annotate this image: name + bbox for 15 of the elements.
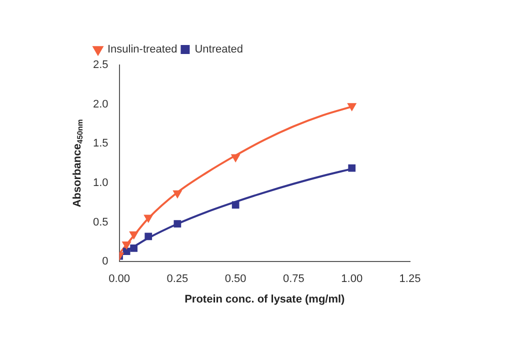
legend-label: Untreated xyxy=(194,44,244,56)
y-tick-label: 0.5 xyxy=(92,216,108,228)
legend-label: Insulin-treated xyxy=(108,44,178,56)
y-tick-label: 0 xyxy=(102,256,108,268)
x-tick-label: 1.00 xyxy=(341,273,363,286)
x-tick-label: 0.00 xyxy=(108,273,130,286)
x-tick-label: 1.25 xyxy=(399,273,421,286)
y-tick-label: 2.0 xyxy=(92,98,108,110)
x-axis-title: Protein conc. of lysate (mg/ml) xyxy=(184,293,346,306)
y-tick-label: 1.0 xyxy=(92,176,108,189)
y-tick-label: 2.5 xyxy=(92,59,108,72)
x-tick-label: 0.50 xyxy=(224,273,246,286)
x-tick-label: 0.75 xyxy=(283,273,304,286)
x-tick-label: 0.25 xyxy=(166,273,188,286)
y-tick-label: 1.5 xyxy=(92,138,108,150)
